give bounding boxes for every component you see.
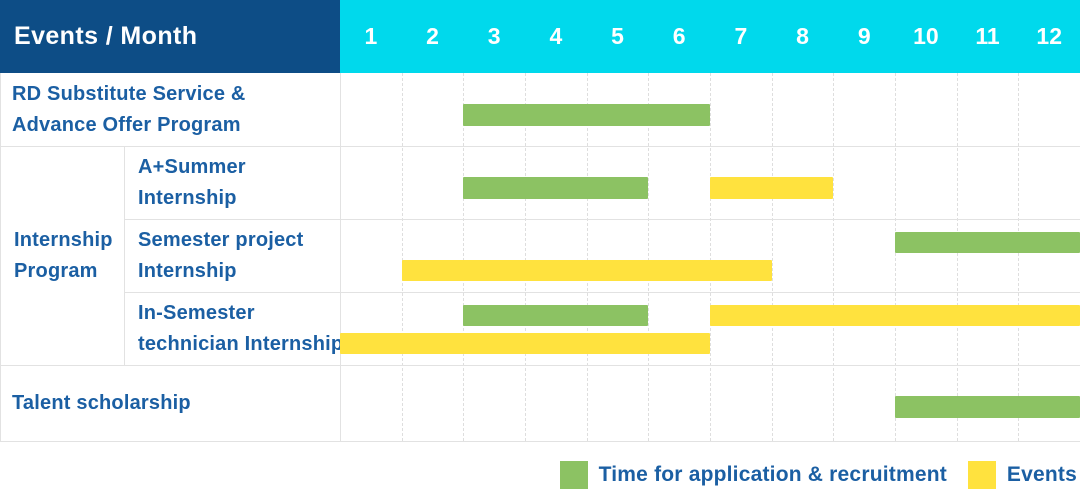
month-header-7: 7 (734, 23, 748, 49)
legend-item-yellow: Events (967, 461, 1077, 489)
corner-header-label: Events / Month (14, 22, 198, 50)
row-label-line: technician Internship (138, 332, 344, 355)
row-label-in-semester-technician-internship: In-Semester technician Internship (124, 292, 344, 365)
month-header-8: 8 (796, 23, 809, 49)
gantt-bar-green (895, 396, 1080, 418)
gantt-bar-green (463, 177, 649, 199)
month-header-12: 12 (1036, 23, 1063, 49)
month-gridline (525, 73, 526, 441)
row-label-line: In-Semester (138, 301, 255, 324)
legend-label: Events (1006, 463, 1077, 486)
row-label-line: Semester project (138, 228, 304, 251)
row-label-a-summer-internship: A+Summer Internship (124, 146, 340, 219)
month-gridline (648, 73, 650, 441)
month-header-1: 1 (364, 23, 378, 49)
month-header-9: 9 (857, 23, 871, 49)
row-label-semester-project-internship: Semester project Internship (124, 219, 340, 292)
month-gridline (586, 73, 588, 441)
row-label-internship-program: Internship Program (0, 146, 124, 365)
gantt-bar-green (463, 104, 710, 126)
month-header-5: 5 (611, 23, 624, 49)
row-label-line: Talent scholarship (12, 391, 191, 414)
legend-item-green: Time for application & recruitment (559, 461, 947, 489)
gantt-bar-yellow (710, 177, 834, 199)
gantt-bar-yellow (401, 260, 772, 281)
row-divider (0, 146, 1080, 147)
row-divider (124, 292, 1080, 293)
legend-swatch-green (559, 461, 588, 489)
row-label-line: Internship (138, 259, 237, 282)
month-gridline (956, 73, 958, 441)
row-label-talent-scholarship: Talent scholarship (0, 365, 340, 441)
corner-header-cell: Events / Month (0, 0, 340, 73)
gantt-bar-green (895, 232, 1080, 253)
row-divider (0, 441, 1080, 442)
row-label-rd-substitute-service: RD Substitute Service & Advance Offer Pro… (0, 73, 340, 146)
row-divider (0, 365, 1080, 366)
legend-swatch-yellow (967, 461, 996, 489)
month-header-10: 10 (913, 23, 939, 49)
row-divider (124, 219, 1080, 220)
month-gridline (401, 73, 403, 441)
month-gridline (833, 73, 835, 441)
row-label-line: Program (14, 259, 98, 282)
month-header-2: 2 (426, 23, 439, 49)
month-header-4: 4 (549, 23, 563, 49)
row-label-line: RD Substitute Service & (12, 82, 246, 105)
gantt-bar-green (463, 305, 649, 326)
gantt-bar-yellow (340, 333, 710, 354)
month-gridline (1018, 73, 1020, 441)
month-gridline (710, 73, 711, 441)
row-label-line: Internship (138, 186, 237, 209)
column-divider (0, 73, 1, 441)
row-label-line: Internship (14, 228, 113, 251)
legend: Time for application & recruitment Events (559, 461, 1077, 489)
month-header-3: 3 (487, 23, 501, 49)
row-label-line: Advance Offer Program (12, 113, 241, 136)
column-divider (124, 146, 125, 365)
gantt-bar-yellow (710, 305, 1080, 326)
month-gridline (771, 73, 773, 441)
row-label-line: A+Summer (138, 155, 246, 178)
month-header-row: 1 2 3 4 5 6 7 8 9 10 11 12 (340, 0, 1080, 73)
column-divider (340, 73, 341, 441)
month-header-6: 6 (672, 23, 686, 49)
legend-label: Time for application & recruitment (598, 463, 947, 486)
month-gridline (895, 73, 896, 441)
month-header-11: 11 (975, 23, 1000, 49)
month-gridline (463, 73, 465, 441)
